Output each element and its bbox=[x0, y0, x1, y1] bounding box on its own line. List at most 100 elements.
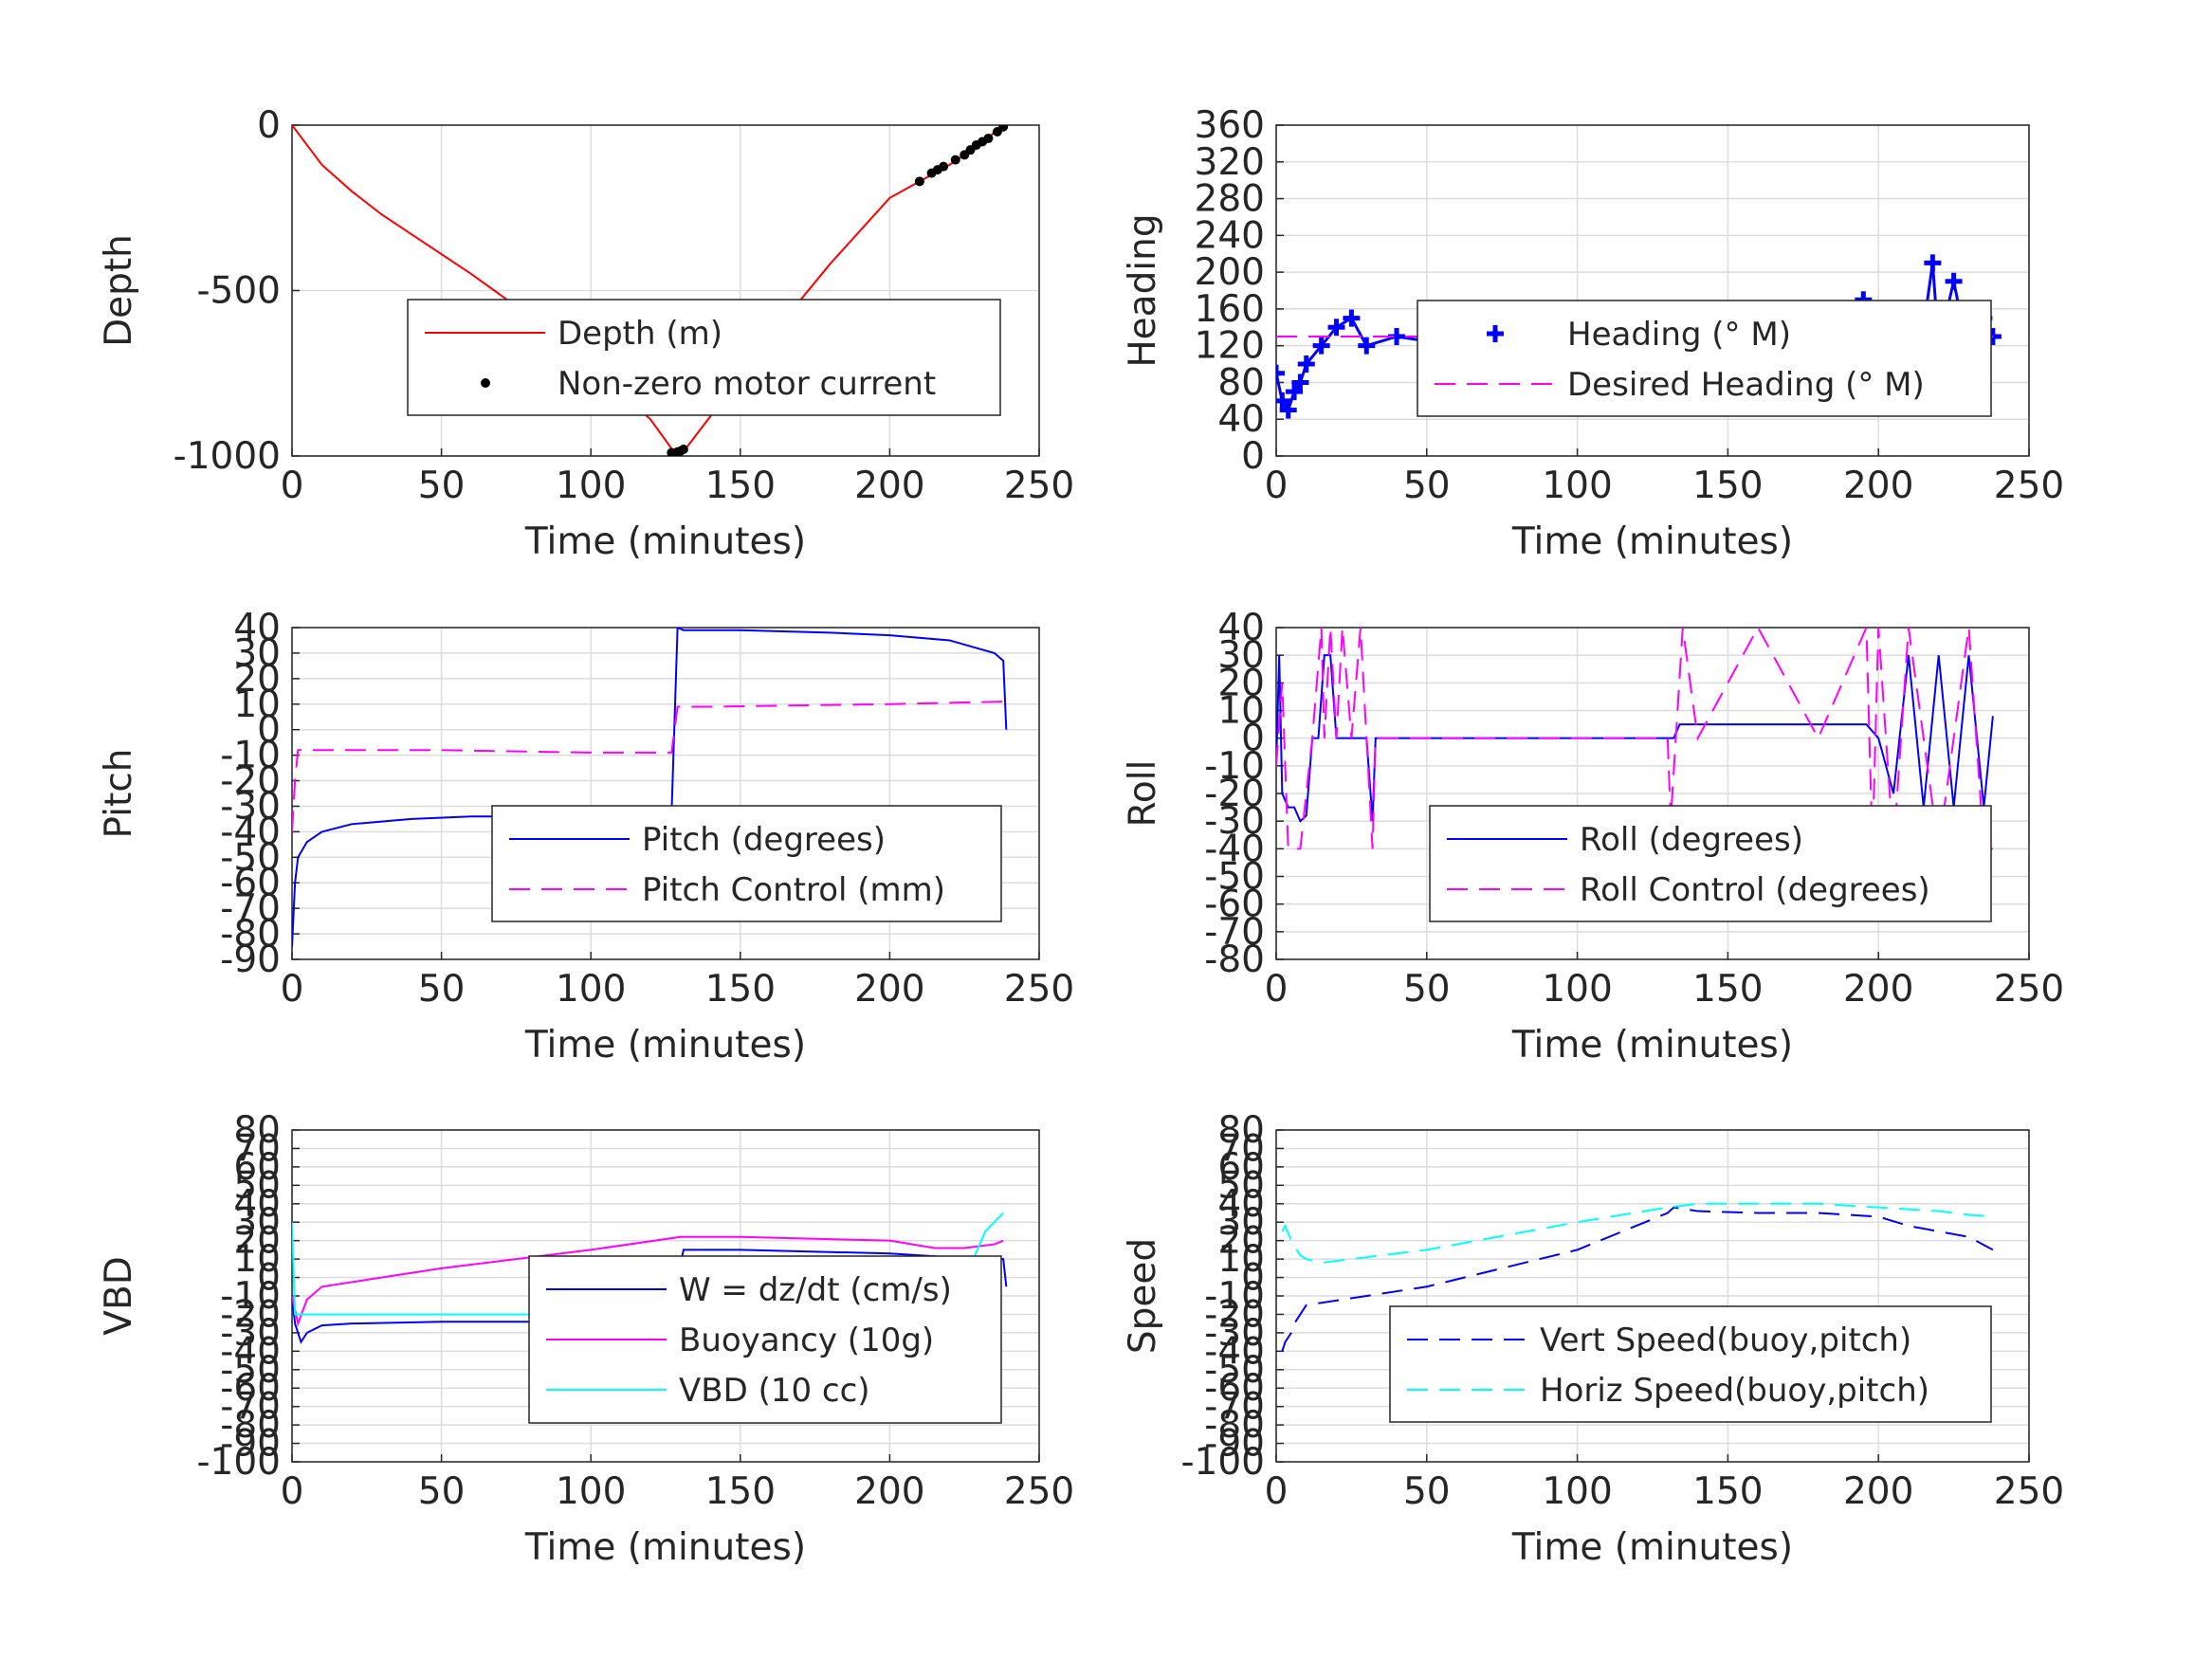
legend-box bbox=[1389, 1305, 1992, 1423]
x-tick-label: 250 bbox=[1004, 1470, 1074, 1513]
series-roll-control-degrees bbox=[1276, 628, 1993, 850]
legend-label: Vert Speed(buoy,pitch) bbox=[1540, 1322, 1911, 1359]
y-axis-label: Pitch bbox=[98, 749, 140, 839]
panel-vbd: 0 50 100 150 200 250-100-90-80-70-60-50-40-30… bbox=[98, 1109, 1074, 1569]
x-axis-label: Time (minutes) bbox=[524, 1024, 806, 1066]
x-tick-label: 50 bbox=[418, 465, 466, 507]
legend-swatch bbox=[481, 378, 490, 388]
x-tick-label: 250 bbox=[1004, 465, 1074, 507]
y-tick-label: -90 bbox=[220, 939, 281, 981]
y-tick-label: -70 bbox=[1204, 1386, 1265, 1429]
series-depth-m bbox=[292, 125, 1004, 454]
y-tick-label: -20 bbox=[220, 1293, 281, 1336]
x-tick-label: 50 bbox=[418, 1470, 466, 1513]
y-tick-label: 0 bbox=[257, 1257, 281, 1300]
x-tick-label: 50 bbox=[1403, 968, 1451, 1011]
x-tick-label: 200 bbox=[1843, 465, 1913, 507]
x-axis-label: Time (minutes) bbox=[1511, 1526, 1793, 1569]
y-tick-label: -80 bbox=[1204, 939, 1265, 981]
x-tick-label: 200 bbox=[854, 1470, 924, 1513]
x-tick-label: 150 bbox=[1692, 1470, 1763, 1513]
x-tick-label: 0 bbox=[1265, 465, 1289, 507]
y-tick-label: -50 bbox=[1204, 1349, 1265, 1392]
legend-label: Buoyancy (10g) bbox=[679, 1322, 934, 1359]
series-vert-speed-buoy-pitch bbox=[1281, 1206, 1994, 1352]
y-tick-label: 60 bbox=[1217, 1146, 1265, 1189]
x-tick-label: 200 bbox=[1843, 968, 1913, 1011]
y-tick-label: 20 bbox=[233, 658, 281, 701]
legend-label: Pitch (degrees) bbox=[642, 821, 886, 859]
x-tick-label: 100 bbox=[556, 968, 626, 1011]
y-tick-label: -50 bbox=[1204, 856, 1265, 899]
x-tick-label: 150 bbox=[1692, 968, 1763, 1011]
y-tick-label: -60 bbox=[1204, 884, 1265, 926]
y-tick-label: -80 bbox=[1204, 1404, 1265, 1447]
data-point bbox=[1276, 364, 1285, 382]
y-tick-label: -500 bbox=[196, 270, 281, 313]
y-tick-label: 120 bbox=[1195, 325, 1265, 368]
y-tick-label: 360 bbox=[1195, 104, 1265, 147]
axes-box bbox=[1275, 124, 2030, 457]
x-tick-label: 50 bbox=[1403, 465, 1451, 507]
x-tick-label: 200 bbox=[854, 465, 924, 507]
y-tick-label: 0 bbox=[257, 709, 281, 752]
y-tick-label: 0 bbox=[1241, 718, 1265, 760]
legend: Vert Speed(buoy,pitch) Horiz Speed(buoy,p… bbox=[1389, 1305, 1992, 1423]
y-tick-label: 10 bbox=[1217, 1238, 1265, 1281]
x-tick-label: 0 bbox=[1265, 968, 1289, 1011]
y-tick-label: 20 bbox=[233, 1220, 281, 1263]
legend-label: Roll (degrees) bbox=[1580, 821, 1803, 859]
x-axis-label: Time (minutes) bbox=[524, 520, 806, 563]
panel-heading: 0 50 100 150 200 2500408012016020024028032036… bbox=[1122, 104, 2064, 563]
legend-label: Depth (m) bbox=[558, 315, 722, 353]
series-pitch-control-mm bbox=[292, 701, 1004, 832]
legend: W = dz/dt (cm/s) Buoyancy (10g) VBD (10 cc… bbox=[528, 1255, 1002, 1424]
legend-label: Pitch Control (mm) bbox=[642, 871, 945, 909]
y-tick-label: -90 bbox=[1204, 1423, 1265, 1466]
y-tick-label: -80 bbox=[220, 913, 281, 956]
legend-box bbox=[491, 805, 1002, 922]
x-tick-label: 50 bbox=[1403, 1470, 1451, 1513]
series-buoyancy-10g bbox=[292, 1235, 1004, 1327]
legend-label: Roll Control (degrees) bbox=[1580, 871, 1930, 909]
x-tick-label: 250 bbox=[1004, 968, 1074, 1011]
y-tick-label: 70 bbox=[233, 1127, 281, 1170]
legend-label: W = dz/dt (cm/s) bbox=[679, 1271, 952, 1309]
x-tick-label: 250 bbox=[1994, 968, 2064, 1011]
y-tick-label: -10 bbox=[1204, 1275, 1265, 1318]
data-point bbox=[998, 125, 1009, 132]
legend-label: Non-zero motor current bbox=[558, 365, 936, 403]
x-tick-label: 200 bbox=[1843, 1470, 1913, 1513]
y-tick-label: -50 bbox=[220, 1349, 281, 1392]
y-tick-label: -40 bbox=[1204, 828, 1265, 870]
y-tick-label: 320 bbox=[1195, 141, 1265, 184]
panel-pitch: 0 50 100 150 200 250-90-80-70-60-50-40-30-20-… bbox=[98, 607, 1074, 1066]
x-tick-label: 150 bbox=[1692, 465, 1763, 507]
legend-swatch bbox=[1487, 325, 1504, 342]
x-axis-label: Time (minutes) bbox=[524, 1526, 806, 1569]
y-tick-label: 0 bbox=[1241, 435, 1265, 478]
y-axis-label: Speed bbox=[1122, 1238, 1164, 1354]
x-tick-label: 50 bbox=[418, 968, 466, 1011]
y-tick-label: 160 bbox=[1195, 288, 1265, 331]
y-tick-label: -100 bbox=[1180, 1441, 1265, 1484]
y-tick-label: 200 bbox=[1195, 251, 1265, 294]
y-tick-label: -50 bbox=[220, 836, 281, 879]
y-tick-label: -40 bbox=[220, 1330, 281, 1373]
x-tick-label: 150 bbox=[705, 1470, 776, 1513]
panel-speed: 0 50 100 150 200 250-100-90-80-70-60-50-40-30… bbox=[1122, 1109, 2064, 1569]
y-tick-label: 0 bbox=[1241, 1257, 1265, 1300]
y-tick-label: 50 bbox=[1217, 1164, 1265, 1207]
x-tick-label: 0 bbox=[1265, 1470, 1289, 1513]
y-tick-label: 40 bbox=[1217, 607, 1265, 649]
x-tick-label: 250 bbox=[1994, 465, 2064, 507]
series-horiz-speed-buoy-pitch bbox=[1281, 1202, 1993, 1265]
y-tick-label: 40 bbox=[233, 1183, 281, 1226]
y-tick-label: 60 bbox=[233, 1146, 281, 1189]
y-tick-label: -20 bbox=[220, 760, 281, 803]
legend-label: Horiz Speed(buoy,pitch) bbox=[1540, 1372, 1929, 1410]
y-tick-label: 80 bbox=[1217, 1109, 1265, 1152]
axes-box bbox=[291, 627, 1040, 960]
y-tick-label: 30 bbox=[1217, 1201, 1265, 1244]
